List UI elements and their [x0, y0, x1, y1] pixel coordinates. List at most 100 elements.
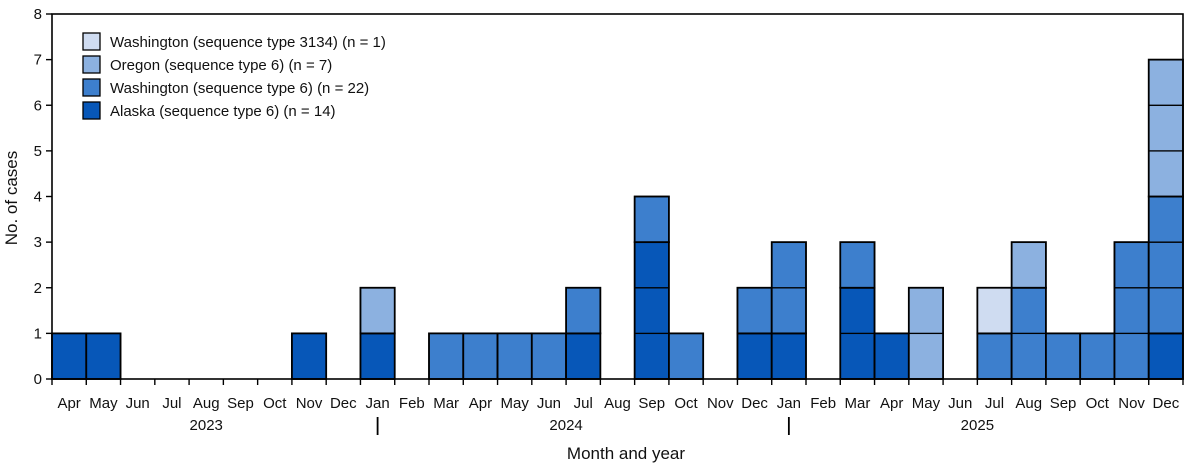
- legend-label: Washington (sequence type 3134) (n = 1): [110, 34, 386, 51]
- x-tick-label: Nov: [296, 395, 323, 412]
- x-axis-title: Month and year: [567, 444, 685, 463]
- x-tick-label: Feb: [810, 395, 836, 412]
- legend-label: Oregon (sequence type 6) (n = 7): [110, 57, 332, 74]
- bar-segment-alaska_st6: [85, 332, 122, 380]
- y-tick-label: 1: [34, 325, 42, 342]
- bar-segment-washington_st6: [1113, 332, 1150, 380]
- legend-swatch: [82, 55, 101, 74]
- axes-layer: 0 1 2 3 4 5 6 7 8 Apr May Jun Jul Aug Sep Oct Nov Dec Jan F…: [34, 6, 1184, 435]
- y-tick-label: 4: [34, 189, 42, 206]
- x-tick-label: Oct: [674, 395, 698, 412]
- x-tick-label: Jan: [365, 395, 389, 412]
- bar-segment-washington_st6: [496, 332, 533, 380]
- bar-segment-washington_st6: [1113, 287, 1150, 335]
- x-tick-label: May: [912, 395, 941, 412]
- bar-segment-oregon_st6: [908, 332, 944, 380]
- bar-segment-alaska_st6: [565, 332, 602, 380]
- x-tick-label: Dec: [1153, 395, 1180, 412]
- bar-segment-washington_st3134: [976, 287, 1013, 335]
- x-tick-label: Sep: [227, 395, 254, 412]
- bar-block-outline: [565, 286, 602, 335]
- bar-segment-washington_st6: [736, 287, 773, 335]
- year-label: 2023: [190, 417, 223, 434]
- x-tick-label: Apr: [57, 395, 80, 412]
- bar-block-outline: [839, 241, 876, 289]
- bar-segment-washington_st6: [1148, 241, 1184, 289]
- year-label: 2024: [549, 417, 582, 434]
- y-tick-label: 7: [34, 52, 42, 69]
- year-label: 2025: [961, 417, 994, 434]
- bar-segment-oregon_st6: [908, 287, 944, 335]
- bar-segment-alaska_st6: [1148, 332, 1184, 380]
- bar-segment-washington_st6: [1010, 287, 1047, 335]
- bar-segment-washington_st6: [1045, 332, 1081, 380]
- legend-swatch: [82, 32, 101, 51]
- bar-segment-washington_st6: [839, 241, 876, 289]
- x-tick-label: Apr: [469, 395, 492, 412]
- bar-block-outline: [633, 195, 670, 244]
- bar-segment-alaska_st6: [839, 287, 876, 335]
- x-tick-label: Nov: [1118, 395, 1145, 412]
- x-tick-label: May: [89, 395, 118, 412]
- x-tick-label: Nov: [707, 395, 734, 412]
- bar-segment-washington_st6: [633, 195, 670, 243]
- bar-segment-alaska_st6: [633, 287, 670, 335]
- x-tick-label: Jul: [985, 395, 1004, 412]
- y-tick-label: 6: [34, 97, 42, 114]
- bar-segment-washington_st6: [771, 241, 807, 289]
- x-tick-label: Feb: [399, 395, 425, 412]
- bar-segment-oregon_st6: [1148, 104, 1184, 152]
- bar-segment-alaska_st6: [771, 332, 807, 380]
- bar-segment-alaska_st6: [633, 332, 670, 380]
- bar-segment-washington_st6: [668, 332, 704, 380]
- bar-segment-washington_st6: [1079, 332, 1116, 380]
- bar-segment-washington_st6: [976, 332, 1013, 380]
- y-tick-label: 0: [34, 371, 42, 388]
- bar-block-outline: [1010, 241, 1047, 289]
- x-tick-label: Aug: [604, 395, 631, 412]
- x-tick-label: Aug: [193, 395, 220, 412]
- bar-segment-alaska_st6: [633, 241, 670, 289]
- y-tick-label: 5: [34, 143, 42, 160]
- bar-segment-washington_st6: [771, 287, 807, 335]
- bar-segment-oregon_st6: [359, 287, 396, 335]
- bars-layer: [51, 58, 1184, 380]
- x-tick-label: Jun: [537, 395, 561, 412]
- legend: Washington (sequence type 3134) (n = 1) O…: [82, 32, 386, 120]
- bar-segment-washington_st6: [1113, 241, 1150, 289]
- bar-segment-washington_st6: [1148, 195, 1184, 243]
- bar-segment-oregon_st6: [1148, 58, 1184, 106]
- x-tick-label: Sep: [1050, 395, 1077, 412]
- x-tick-label: Jun: [126, 395, 150, 412]
- y-axis-title: No. of cases: [2, 151, 21, 246]
- x-tick-label: Oct: [1086, 395, 1110, 412]
- bar-block-outline: [770, 241, 807, 335]
- legend-label: Alaska (sequence type 6) (n = 14): [110, 103, 336, 120]
- x-tick-label: Dec: [330, 395, 357, 412]
- x-tick-label: Dec: [741, 395, 768, 412]
- bar-segment-alaska_st6: [873, 332, 910, 380]
- y-tick-label: 8: [34, 6, 42, 23]
- x-tick-label: May: [501, 395, 530, 412]
- x-tick-label: Jun: [948, 395, 972, 412]
- x-tick-label: Jul: [162, 395, 181, 412]
- bar-segment-washington_st6: [531, 332, 567, 380]
- bar-segment-washington_st6: [428, 332, 464, 380]
- legend-swatch: [82, 101, 101, 120]
- bar-block-outline: [359, 286, 396, 335]
- x-tick-label: Jan: [777, 395, 801, 412]
- bar-segment-washington_st6: [565, 287, 602, 335]
- bar-segment-oregon_st6: [1148, 150, 1184, 198]
- legend-label: Washington (sequence type 6) (n = 22): [110, 80, 369, 97]
- x-tick-label: Oct: [263, 395, 287, 412]
- bar-segment-oregon_st6: [1010, 241, 1047, 289]
- x-tick-label: Mar: [433, 395, 459, 412]
- x-tick-label: Apr: [880, 395, 903, 412]
- bar-segment-washington_st6: [462, 332, 499, 380]
- x-tick-label: Jul: [574, 395, 593, 412]
- y-tick-label: 2: [34, 280, 42, 297]
- x-tick-label: Mar: [844, 395, 870, 412]
- bar-segment-alaska_st6: [51, 332, 87, 380]
- x-tick-label: Sep: [638, 395, 665, 412]
